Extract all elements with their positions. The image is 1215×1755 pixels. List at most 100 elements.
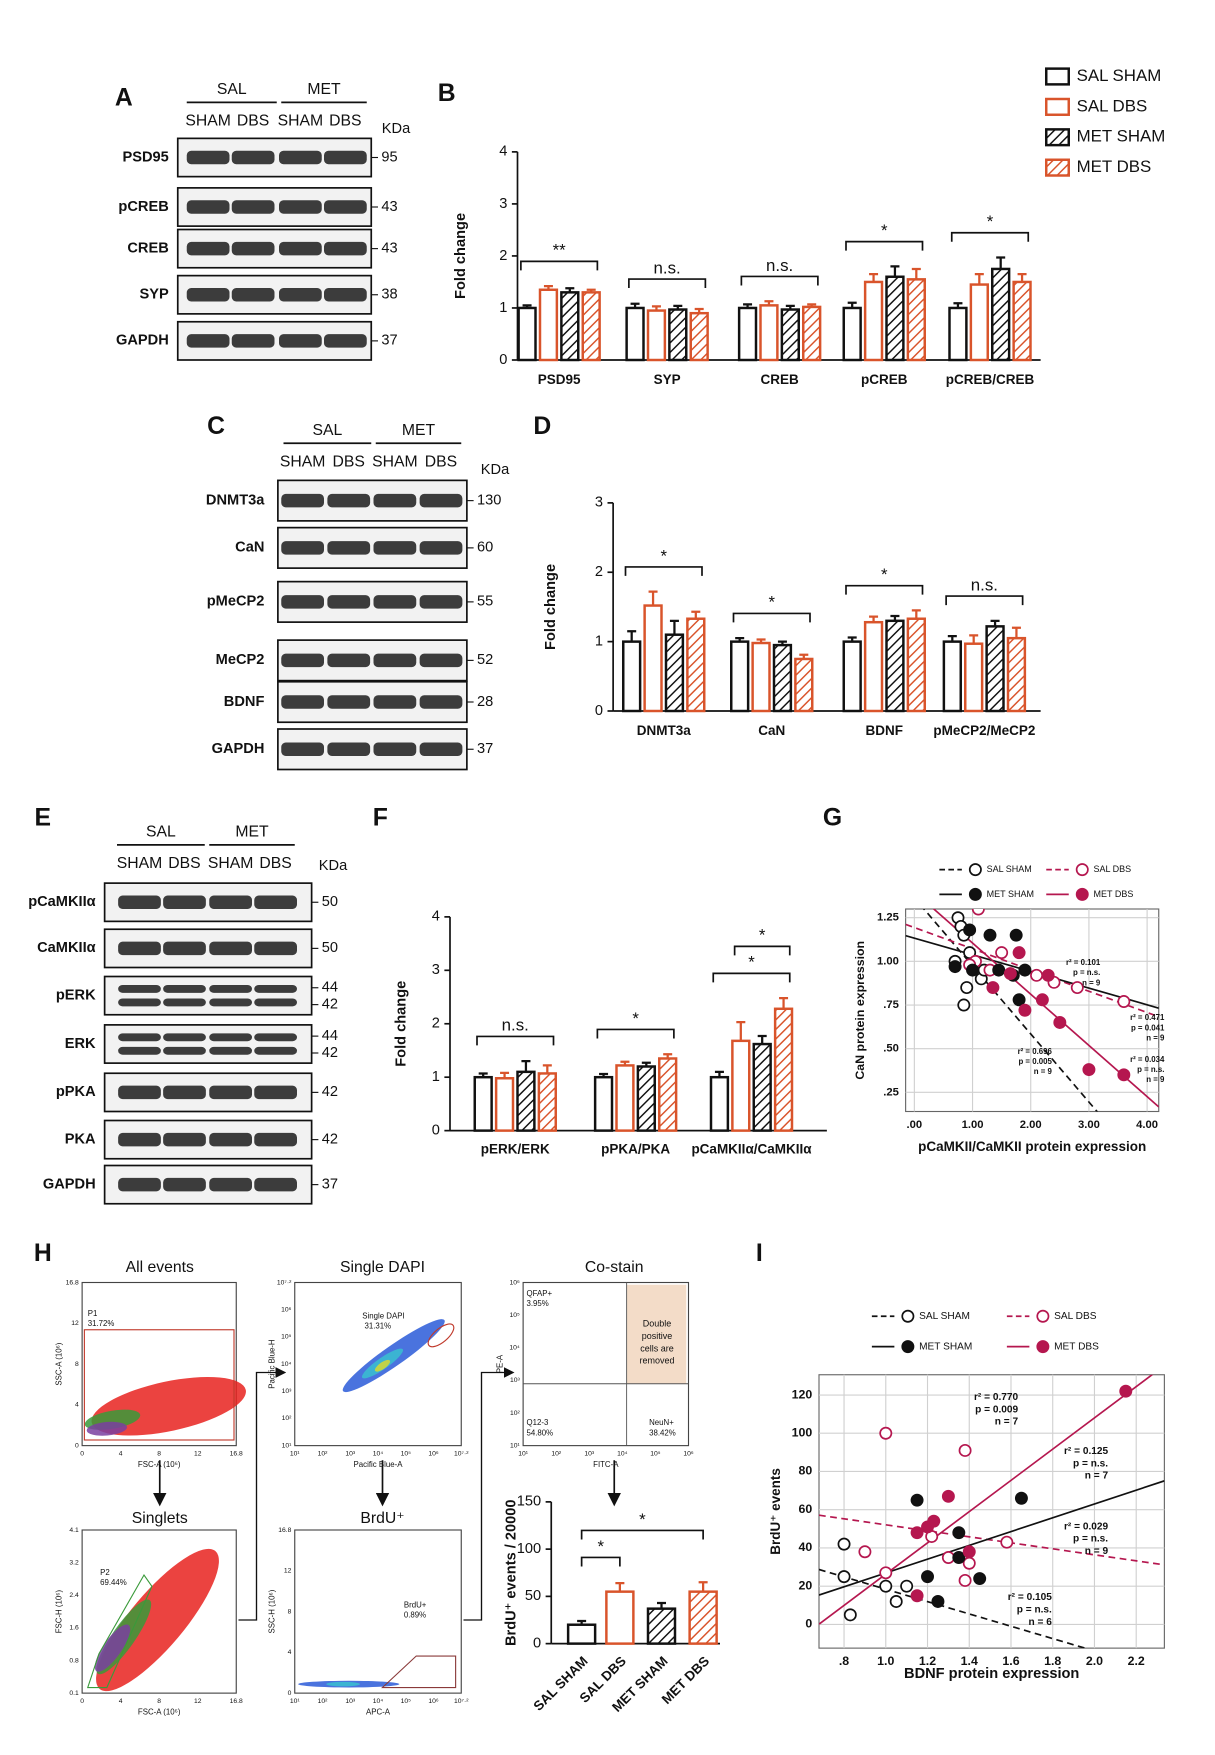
fit-stat: n = 7 [995, 1417, 1019, 1428]
kda-label: 95 [381, 149, 397, 165]
y-tick-label: 4 [499, 144, 507, 160]
y-tick-label: 50 [525, 1588, 541, 1604]
blot-band [373, 695, 417, 709]
kda-label: 43 [381, 240, 397, 256]
flow-y-tick: 16.8 [278, 1527, 291, 1534]
gate-label: Q12-3 [527, 1418, 549, 1427]
blot-band [419, 695, 463, 709]
flow-x-tick: 10⁷·² [454, 1698, 469, 1705]
flow-y-tick: 10² [510, 1410, 521, 1417]
blot-band [279, 200, 322, 214]
gate-label: 54.80% [527, 1428, 554, 1437]
flow-x-tick: 16.8 [230, 1698, 243, 1705]
legend-label: SAL DBS [1094, 864, 1132, 874]
significance-bracket [950, 231, 1030, 242]
flow-y-tick: 10¹ [282, 1442, 293, 1449]
flow-y-tick: 12 [284, 1568, 292, 1575]
blot-band [419, 541, 463, 555]
significance-bracket [580, 1529, 704, 1540]
blot-band [324, 150, 367, 165]
blot-row-label: DNMT3a [206, 492, 265, 508]
significance-bracket [580, 1556, 621, 1567]
error-bar [657, 1601, 666, 1609]
flow-x-label: Pacific Blue-A [354, 1460, 404, 1469]
blot-band [324, 241, 367, 256]
blot-band [118, 984, 161, 993]
flow-x-tick: 10¹ [518, 1450, 529, 1457]
flow-y-tick: 10⁴ [509, 1345, 520, 1352]
fit-stat: r² = 0.105 [1008, 1592, 1052, 1603]
data-point [1082, 1063, 1096, 1077]
kda-label: 37 [322, 1176, 338, 1192]
kda-label: 42 [322, 1084, 338, 1100]
x-axis-label: BDNF protein expression [904, 1666, 1079, 1682]
flow-y-tick: 10⁷·² [277, 1279, 292, 1286]
flow-x-tick: 10⁴ [373, 1698, 384, 1705]
blot-row-label: pCREB [118, 199, 168, 215]
legend-label: SAL SHAM [987, 864, 1032, 874]
blot-band [118, 1177, 161, 1192]
flow-x-tick: 4 [119, 1698, 123, 1705]
flow-x-label: APC-A [366, 1707, 391, 1716]
x-tick-label: 1.6 [1002, 1654, 1019, 1668]
significance-label: * [987, 212, 994, 231]
data-point [1018, 1003, 1032, 1017]
fit-stat: r² = 0.471 [1130, 1013, 1165, 1022]
bar [737, 306, 758, 362]
bar [622, 640, 642, 713]
lane-label: DBS [259, 855, 291, 872]
y-tick-label: 0 [595, 703, 603, 719]
y-tick-label: 100 [517, 1541, 541, 1557]
x-axis-label: pCaMKII/CaMKII protein expression [918, 1139, 1146, 1154]
flow-x-tick: 4 [119, 1450, 123, 1457]
flow-x-tick: 0 [80, 1450, 84, 1457]
blot-band [118, 941, 161, 956]
blot-band [186, 241, 230, 256]
y-tick-label: 0 [499, 352, 507, 368]
bar [538, 288, 559, 362]
lane-label: DBS [168, 855, 200, 872]
fit-stat: p = 0.009 [975, 1404, 1018, 1415]
bar [566, 1623, 597, 1645]
error-bar [779, 996, 789, 1009]
panel-label: G [823, 805, 842, 832]
y-tick-label: 3 [432, 962, 440, 978]
y-tick-label: .25 [883, 1086, 899, 1098]
blot-band [281, 595, 324, 609]
x-tick-label: DNMT3a [637, 723, 691, 738]
lane-label: SHAM [208, 855, 254, 872]
data-point [837, 1570, 851, 1584]
blot-band [231, 334, 275, 348]
blot-row-label: SYP [140, 287, 169, 303]
double-positive-box [626, 1284, 687, 1384]
gate-label: P2 [100, 1568, 110, 1577]
blot-band [281, 695, 324, 709]
error-bar [565, 287, 575, 293]
flow-y-tick: 1.6 [69, 1625, 79, 1632]
note-line: Double [643, 1319, 672, 1329]
y-tick-label: 60 [799, 1502, 813, 1516]
blot-band [327, 653, 371, 668]
blot-band [163, 1132, 206, 1147]
blot-row-label: MeCP2 [216, 652, 265, 668]
x-tick-label: 4.00 [1136, 1119, 1158, 1131]
fit-stat: p = n.s. [1137, 1065, 1164, 1074]
flow-y-tick: 10³ [282, 1388, 293, 1395]
data-point [1018, 963, 1032, 977]
flow-x-tick: 10⁴ [617, 1450, 628, 1457]
y-tick-label: 0 [805, 1617, 812, 1631]
blot-band [231, 150, 275, 165]
flow-y-tick: 10¹ [510, 1442, 521, 1449]
error-bar [577, 1619, 587, 1625]
x-tick-label: 1.0 [877, 1654, 894, 1668]
blot-band [373, 742, 417, 756]
y-tick-label: 2 [595, 564, 603, 580]
blot-band [186, 150, 230, 165]
error-bar [890, 614, 900, 621]
error-bar [785, 304, 795, 310]
flow-cloud [374, 1359, 391, 1372]
legend-label: SAL SHAM [1077, 66, 1162, 85]
data-point [1070, 981, 1084, 995]
blot-row-label: GAPDH [212, 741, 265, 757]
